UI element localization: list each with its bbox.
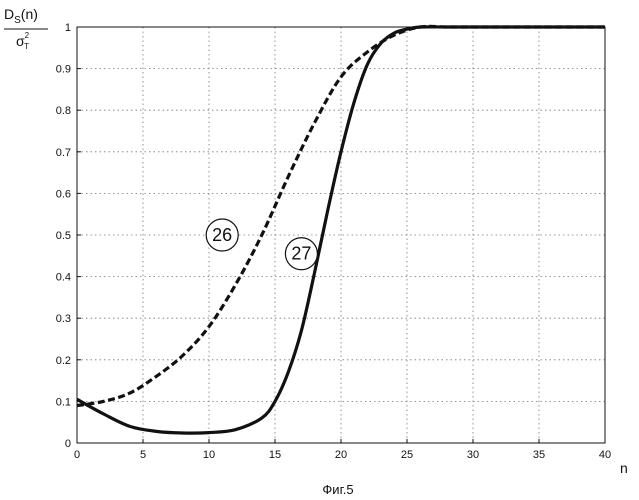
y-tick-label: 0.3: [56, 313, 71, 325]
x-tick-label: 20: [335, 449, 347, 461]
x-tick-label: 10: [203, 449, 215, 461]
y-axis-label: DS(n) σ2T: [4, 6, 48, 51]
x-axis-ticks: 0 5 10 15 20 25 30 35 40: [74, 439, 611, 461]
y-label-numerator: DS(n): [4, 6, 38, 26]
y-tick-label: 0.9: [56, 64, 71, 76]
x-tick-label: 35: [533, 449, 545, 461]
y-tick-label: 0.5: [56, 230, 71, 242]
y-tick-label: 0.6: [56, 188, 71, 200]
x-tick-label: 5: [140, 449, 146, 461]
y-tick-label: 0.4: [56, 272, 71, 284]
series-line-26: [77, 26, 605, 405]
x-tick-label: 25: [401, 449, 413, 461]
y-tick-label: 0.1: [56, 396, 71, 408]
figure-caption: Фиг.5: [322, 482, 353, 497]
series-labels: 26 27: [206, 219, 317, 270]
x-tick-label: 0: [74, 449, 80, 461]
x-tick-label: 40: [599, 449, 611, 461]
series-label-26: 26: [212, 225, 232, 245]
grid: [77, 27, 605, 443]
x-axis-label: n: [620, 460, 628, 476]
y-tick-label: 0.7: [56, 147, 71, 159]
y-tick-label: 0: [65, 438, 71, 450]
y-tick-label: 1: [65, 22, 71, 34]
y-tick-label: 0.8: [56, 105, 71, 117]
y-label-denominator: σ2T: [16, 31, 30, 51]
x-tick-label: 30: [467, 449, 479, 461]
y-tick-label: 0.2: [56, 355, 71, 367]
series-label-27: 27: [291, 244, 311, 264]
x-tick-label: 15: [269, 449, 281, 461]
